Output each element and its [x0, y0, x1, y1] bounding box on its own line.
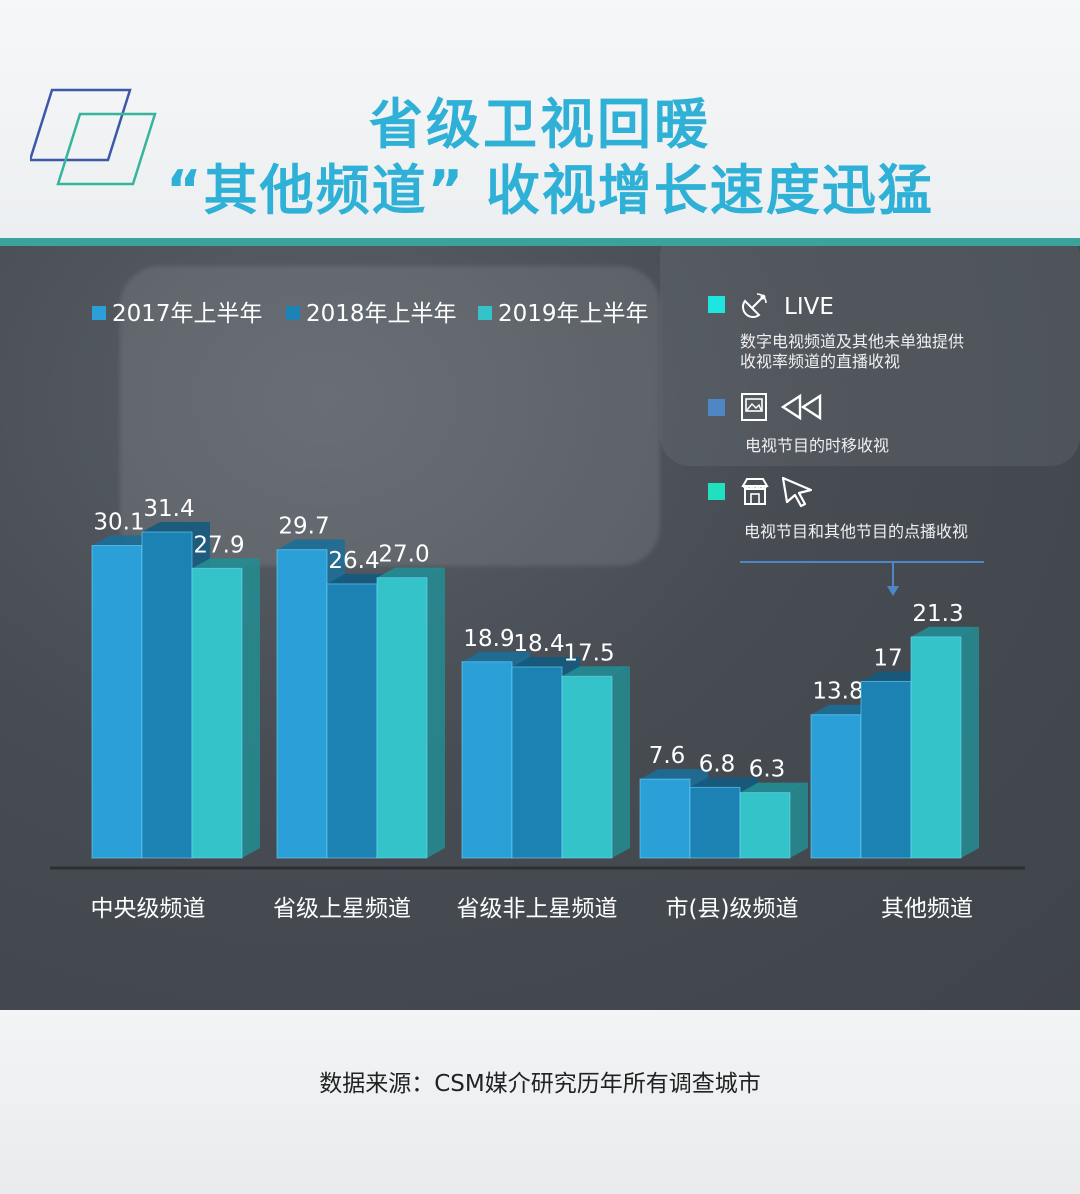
satellite-icon	[742, 293, 767, 318]
header	[0, 0, 1080, 238]
image-icon	[741, 393, 767, 421]
category-label-4: 其他频道	[881, 896, 973, 922]
value-label-2018-3: 6.8	[699, 751, 736, 777]
data-source-note: 数据来源：CSM媒介研究历年所有调查城市	[319, 1071, 761, 1097]
live-text-line-1: 数字电视频道及其他未单独提供	[740, 332, 965, 351]
live-title: LIVE	[784, 294, 834, 320]
timeshift-text: 电视节目的时移收视	[745, 436, 890, 455]
value-label-2017-0: 30.1	[93, 509, 144, 535]
value-label-2017-4: 13.8	[812, 679, 863, 705]
bar-2019-0	[191, 558, 260, 859]
footer	[0, 1010, 1080, 1194]
legend-label-2017: 2017年上半年	[112, 301, 263, 327]
store-icon	[741, 478, 769, 505]
value-label-2019-4: 21.3	[912, 601, 963, 627]
legend-label-2018: 2018年上半年	[306, 301, 457, 327]
category-label-2: 省级非上星频道	[457, 896, 618, 922]
legend-label-2019: 2019年上半年	[498, 301, 649, 327]
value-label-2017-1: 29.7	[278, 514, 329, 540]
category-label-0: 中央级频道	[91, 896, 206, 922]
timeshift-swatch	[708, 399, 725, 416]
header-divider	[0, 238, 1080, 246]
legend-swatch-2017	[92, 306, 106, 320]
legend-item-2018: 2018年上半年	[286, 294, 457, 328]
value-label-2019-1: 27.0	[378, 542, 429, 568]
value-label-2018-0: 31.4	[143, 496, 194, 522]
category-label-3: 市(县)级频道	[666, 896, 799, 922]
bar-2019-4	[910, 626, 979, 859]
cursor-icon	[781, 476, 813, 508]
bar-chart: 30.131.4 27.9 29.7 26.427.0 18.918.417.5 7.6 6…	[50, 496, 1025, 922]
value-label-2019-3: 6.3	[749, 757, 786, 783]
value-label-2018-4: 17	[873, 646, 902, 672]
legend-swatch-2019	[478, 306, 492, 320]
value-label-2018-2: 18.4	[513, 631, 564, 657]
bar-2019-3	[739, 782, 808, 859]
title-line-1: 省级卫视回暖	[369, 93, 711, 156]
category-label-1: 省级上星频道	[273, 896, 411, 922]
value-label-2019-0: 27.9	[193, 532, 244, 558]
legend-item-2017: 2017年上半年	[92, 294, 263, 328]
value-label-2017-2: 18.9	[463, 626, 514, 652]
title-line-2: “其他频道” 收视增长速度迅猛	[166, 159, 934, 222]
legend-item-2019: 2019年上半年	[478, 294, 649, 328]
background-blur-screen	[660, 246, 1080, 466]
background-blur-laptop	[120, 266, 660, 566]
value-label-2018-1: 26.4	[328, 548, 379, 574]
live-swatch	[708, 296, 725, 313]
value-label-2017-3: 7.6	[649, 743, 686, 769]
live-text-line-2: 收视率频道的直播收视	[740, 352, 901, 371]
rewind-icon	[780, 393, 822, 421]
value-label-2019-2: 17.5	[563, 640, 614, 666]
down-arrow-icon	[740, 561, 984, 596]
bar-2019-2	[561, 666, 630, 859]
parallelogram-logo-icon	[30, 88, 157, 186]
bar-2019-1	[376, 567, 445, 859]
vod-text: 电视节目和其他节目的点播收视	[744, 522, 969, 541]
legend-swatch-2018	[286, 306, 300, 320]
vod-swatch	[708, 483, 725, 500]
